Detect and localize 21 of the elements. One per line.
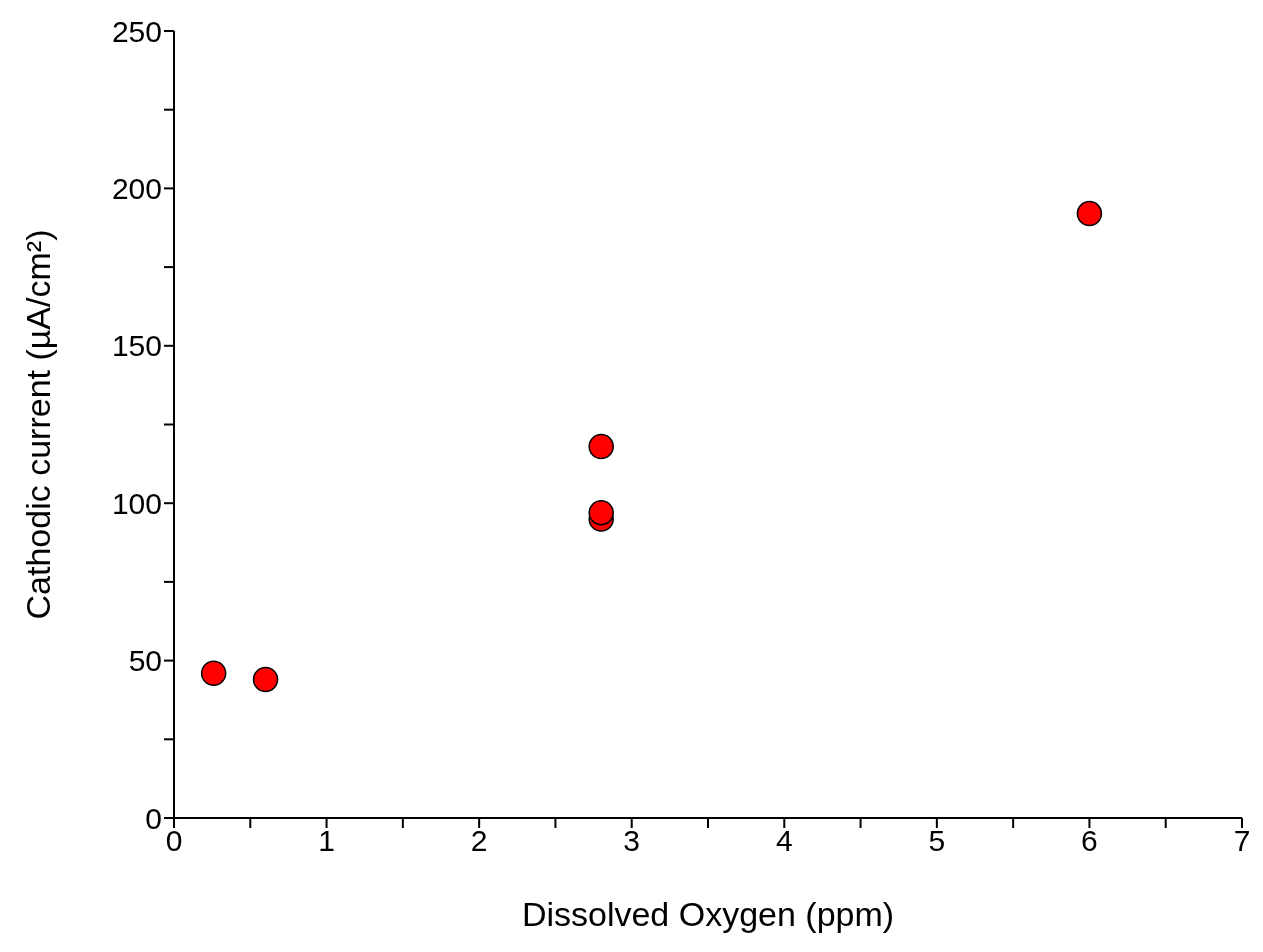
y-tick-label: 150 [111,329,162,363]
y-tick-label: 200 [111,172,162,206]
x-tick-label: 2 [470,824,488,858]
point [588,433,614,460]
y-axis-title: Cathodic current (µA/cm²) [19,229,58,620]
x-axis-title: Dissolved Oxygen (ppm) [521,895,895,933]
y-tick-label: 0 [145,801,162,835]
x-tick-label: 1 [318,824,335,858]
x-tick-label: 4 [775,824,793,858]
x-tick-label: 0 [165,824,183,858]
x-tick-label: 7 [1233,824,1251,858]
y-tick-label: 250 [111,14,162,48]
x-tick-label: 5 [928,824,946,858]
y-tick-label: 100 [111,486,162,520]
point [1076,200,1103,227]
point [588,499,614,526]
y-tick-label: 50 [128,644,162,678]
point [200,660,227,686]
point [252,666,279,693]
x-tick-label: 3 [623,824,641,858]
x-tick-label: 6 [1081,824,1098,858]
